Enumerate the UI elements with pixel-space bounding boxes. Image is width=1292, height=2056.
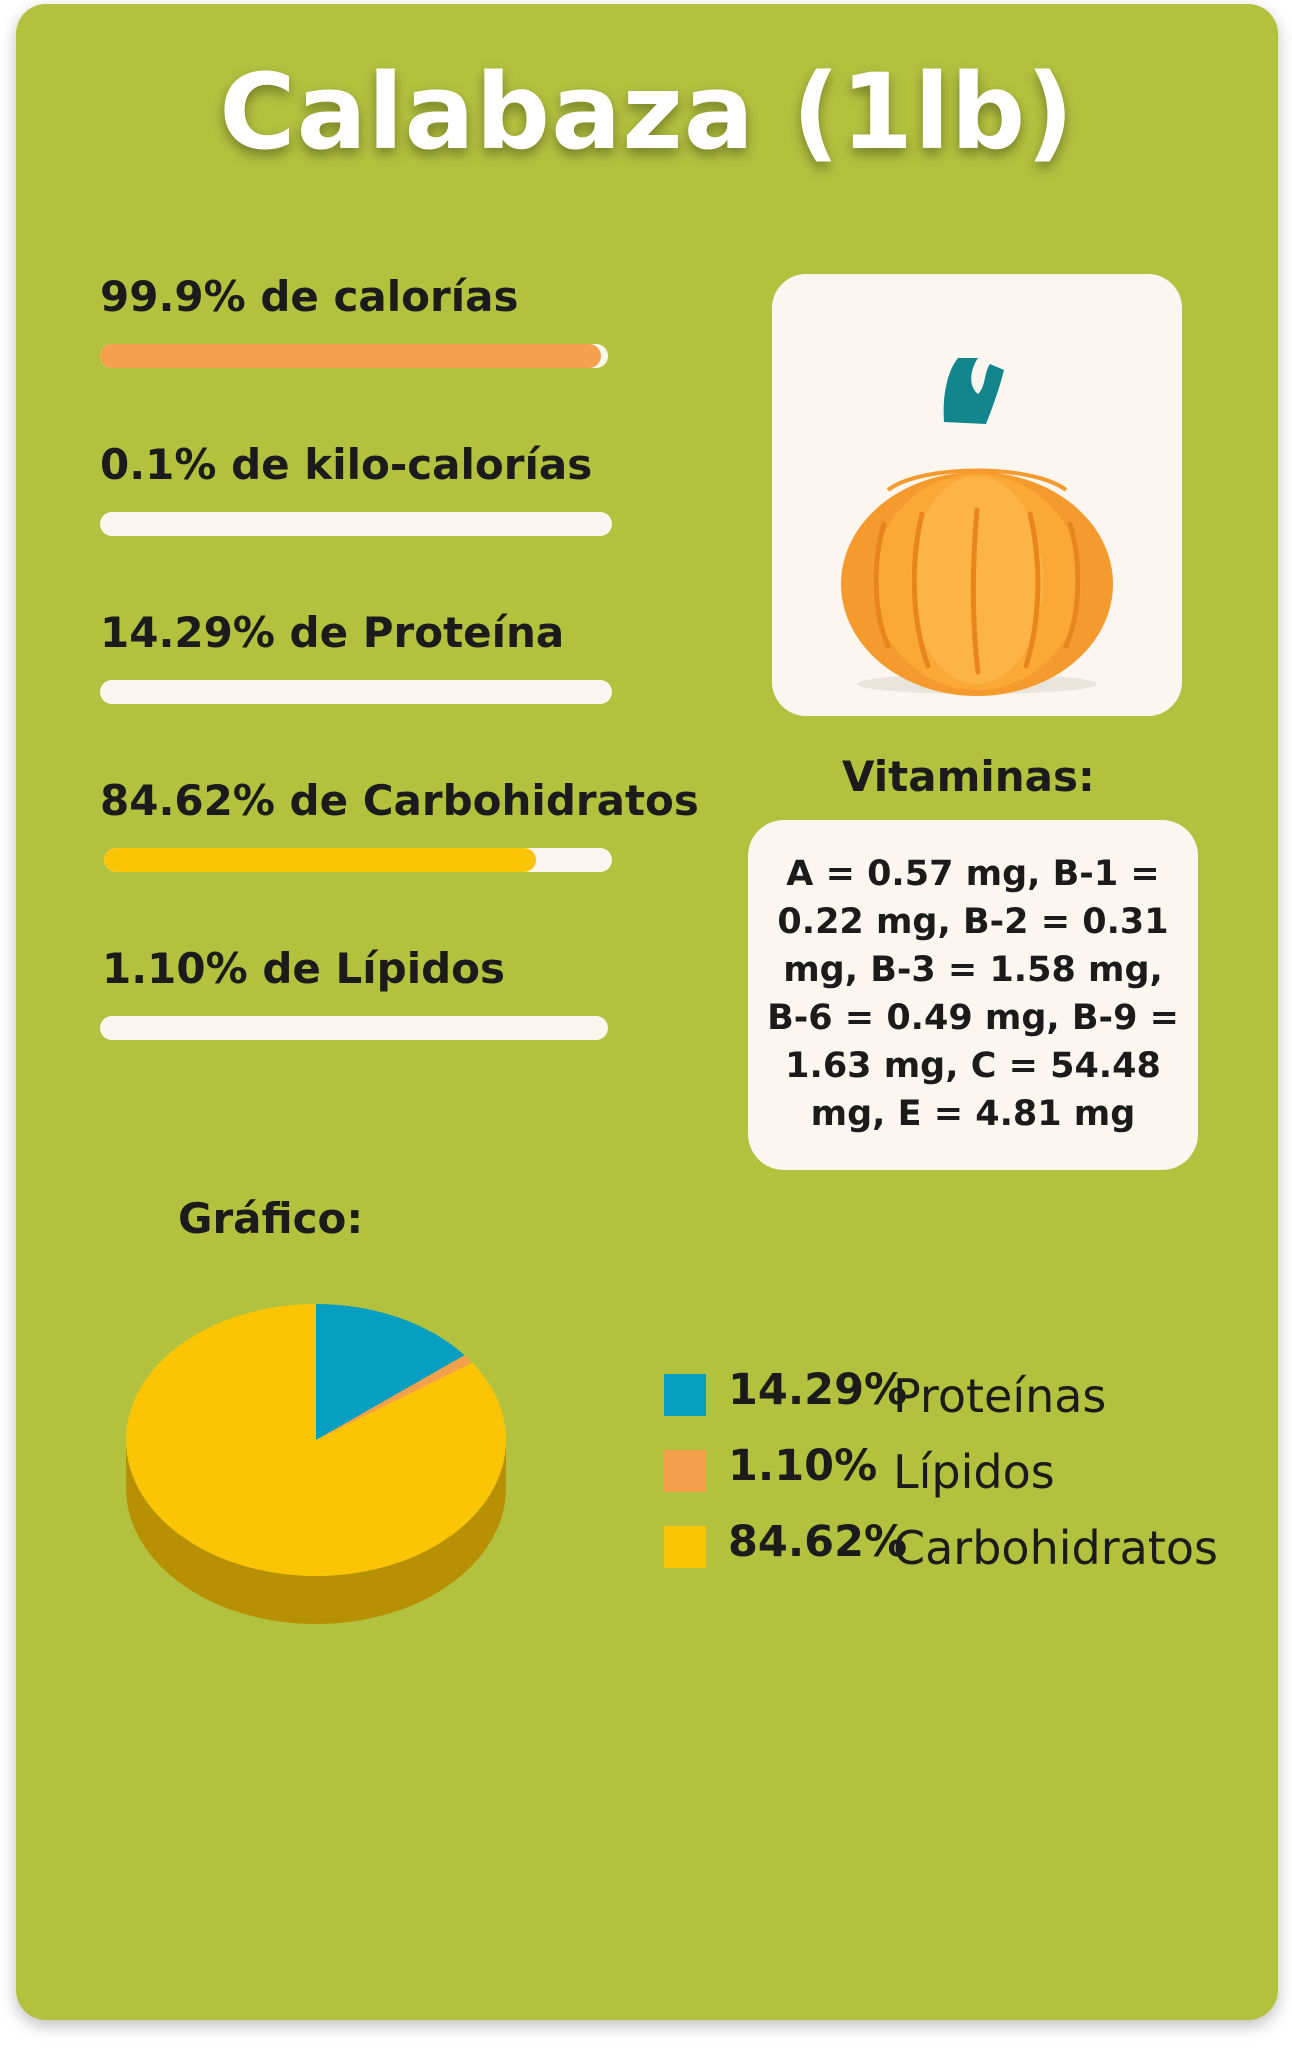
progress-bar-calorias [100, 344, 608, 368]
progress-bar-kilocalorias [100, 512, 612, 536]
legend-label-lipidos: Lípidos [893, 1445, 1055, 1499]
legend-value-proteinas: 14.29% [728, 1365, 908, 1415]
legend-value-lipidos: 1.10% [728, 1441, 878, 1491]
stat-label-lipidos: 1.10% de Lípidos [102, 944, 506, 993]
stat-label-carbohidratos: 84.62% de Carbohidratos [100, 776, 699, 825]
vitamins-panel: A = 0.57 mg, B-1 = 0.22 mg, B-2 = 0.31 m… [748, 820, 1198, 1170]
progress-bar-carbohidratos [104, 848, 612, 872]
pie-slice-proteinas [316, 1304, 465, 1440]
pie-chart [126, 1304, 507, 1624]
stat-label-calorias: 99.9% de calorías [100, 272, 519, 321]
nutrition-card: Calabaza (1lb) 99.9% de calorías 0.1% de… [16, 4, 1278, 2020]
pie-side [126, 1440, 506, 1624]
legend-value-carbohidratos: 84.62% [728, 1517, 908, 1567]
legend-swatch-carbohidratos [664, 1526, 706, 1568]
progress-bar-proteina [100, 680, 612, 704]
legend-label-carbohidratos: Carbohidratos [893, 1521, 1218, 1575]
stat-label-kilocalorias: 0.1% de kilo-calorías [100, 440, 593, 489]
legend-swatch-lipidos [664, 1450, 706, 1492]
chart-heading: Gráfico: [178, 1194, 364, 1243]
pie-slice-carbohidratos [126, 1304, 507, 1576]
vitamins-heading: Vitaminas: [842, 752, 1095, 801]
image-panel [772, 274, 1182, 716]
pumpkin-icon [841, 358, 1113, 696]
pie-slice-lipidos [316, 1355, 473, 1440]
legend-label-proteinas: Proteínas [893, 1369, 1107, 1423]
legend-swatch-proteinas [664, 1374, 706, 1416]
progress-bar-lipidos [100, 1016, 608, 1040]
progress-fill-carbohidratos [104, 848, 536, 872]
vitamins-text: A = 0.57 mg, B-1 = 0.22 mg, B-2 = 0.31 m… [767, 854, 1179, 1134]
stat-label-proteina: 14.29% de Proteína [100, 608, 565, 657]
page-title: Calabaza (1lb) [219, 51, 1075, 173]
progress-fill-calorias [100, 344, 602, 368]
